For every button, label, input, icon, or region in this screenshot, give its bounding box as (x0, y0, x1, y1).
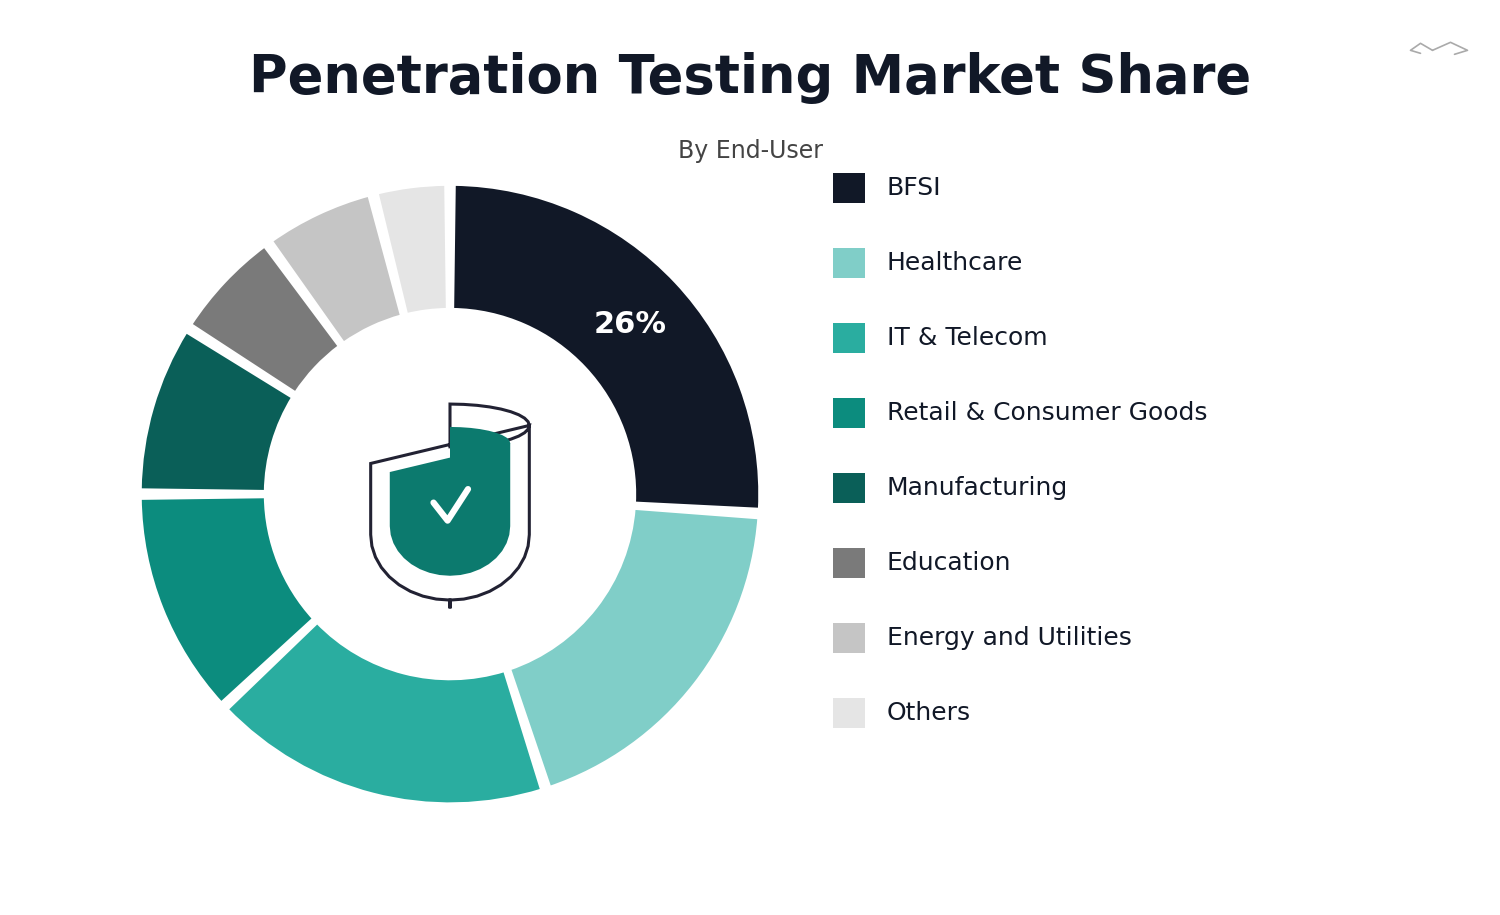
Text: Energy and Utilities: Energy and Utilities (886, 626, 1131, 650)
Text: Retail & Consumer Goods: Retail & Consumer Goods (886, 401, 1208, 425)
Bar (833, 473, 864, 502)
Wedge shape (376, 184, 447, 315)
Bar (833, 698, 864, 727)
Text: Healthcare: Healthcare (886, 251, 1023, 274)
Bar (833, 623, 864, 652)
Bar (833, 548, 864, 577)
Bar (833, 323, 864, 352)
Text: 26%: 26% (594, 310, 666, 339)
Polygon shape (370, 404, 530, 608)
Wedge shape (140, 331, 292, 491)
Text: Education: Education (886, 551, 1011, 575)
Text: By End-User: By End-User (678, 139, 822, 163)
Text: Penetration Testing Market Share: Penetration Testing Market Share (249, 52, 1251, 103)
Wedge shape (272, 195, 402, 343)
Wedge shape (226, 622, 542, 804)
Wedge shape (453, 184, 760, 510)
Bar (833, 173, 864, 202)
Wedge shape (190, 246, 339, 393)
Circle shape (266, 309, 634, 679)
Bar (833, 248, 864, 277)
Polygon shape (390, 427, 510, 582)
Text: BFSI: BFSI (886, 176, 940, 199)
Text: IT & Telecom: IT & Telecom (886, 326, 1047, 350)
Text: Manufacturing: Manufacturing (886, 476, 1068, 500)
Wedge shape (140, 497, 314, 704)
Wedge shape (510, 508, 759, 788)
Bar (833, 398, 864, 427)
Text: Others: Others (886, 701, 971, 725)
